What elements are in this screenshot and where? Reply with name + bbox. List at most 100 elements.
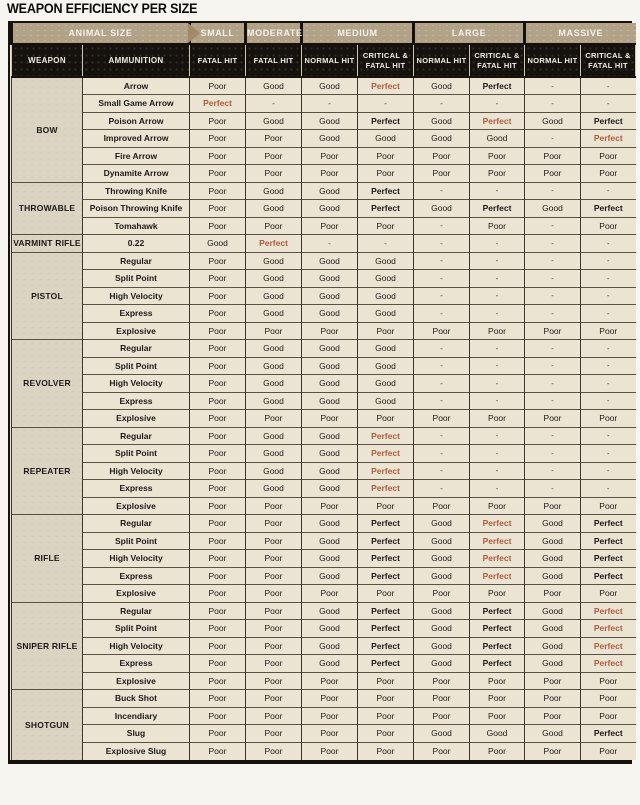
- value-cell: -: [580, 181, 636, 200]
- value-cell: Poor: [413, 321, 470, 340]
- value-cell: Poor: [301, 216, 358, 235]
- value-cell: -: [580, 461, 636, 480]
- value-cell: Poor: [301, 741, 358, 760]
- ammo-cell: Split Point: [82, 269, 190, 287]
- value-cell: Poor: [189, 391, 246, 410]
- value-cell: Good: [524, 111, 581, 130]
- value-cell: -: [469, 251, 525, 270]
- ammo-cell: Express: [82, 566, 190, 585]
- value-cell: Poor: [189, 636, 246, 655]
- value-cell: -: [524, 461, 581, 480]
- hit-type-header: NORMAL HIT: [413, 44, 471, 78]
- value-cell: Poor: [469, 741, 525, 760]
- table-row: Explosive Poor Poor Poor Poor Poor Poor Poor Poo…: [12, 321, 636, 340]
- value-cell: -: [524, 251, 581, 270]
- value-cell: Good: [469, 129, 525, 147]
- value-cell: Perfect: [356, 479, 414, 497]
- value-cell: Good: [301, 286, 358, 305]
- value-cell: Good: [245, 374, 302, 392]
- value-cell: Perfect: [356, 619, 414, 637]
- value-cell: Perfect: [469, 601, 525, 620]
- value-cell: Good: [301, 461, 358, 480]
- value-cell: Perfect: [469, 531, 525, 550]
- value-cell: Perfect: [356, 636, 414, 655]
- value-cell: Good: [301, 181, 358, 200]
- value-cell: Perfect: [356, 199, 414, 217]
- value-cell: -: [356, 234, 414, 252]
- value-cell: Good: [301, 391, 358, 410]
- value-cell: Perfect: [580, 601, 636, 620]
- corner-header-ammunition: AMMUNITION: [82, 44, 190, 78]
- value-cell: Poor: [189, 584, 246, 602]
- value-cell: Poor: [245, 689, 302, 707]
- value-cell: Good: [524, 654, 581, 672]
- value-cell: Good: [245, 269, 302, 287]
- value-cell: Good: [356, 374, 414, 392]
- value-cell: Poor: [189, 671, 246, 690]
- value-cell: Poor: [580, 146, 636, 165]
- value-cell: -: [413, 479, 470, 497]
- ammo-cell: Explosive Slug: [82, 741, 190, 760]
- value-cell: Poor: [413, 671, 470, 690]
- value-cell: -: [301, 234, 358, 252]
- value-cell: -: [524, 286, 581, 305]
- value-cell: Poor: [469, 496, 525, 515]
- value-cell: Good: [413, 549, 470, 567]
- value-cell: Poor: [189, 216, 246, 235]
- value-cell: Poor: [245, 514, 302, 532]
- value-cell: Good: [524, 531, 581, 550]
- value-cell: Poor: [189, 566, 246, 585]
- value-cell: Good: [356, 286, 414, 305]
- table-row: Small Game Arrow Perfect - - - - - - -: [12, 94, 636, 112]
- weapon-cell-rifle: RIFLE: [11, 514, 83, 602]
- weapon-cell-shotgun: SHOTGUN: [11, 689, 83, 760]
- value-cell: -: [580, 234, 636, 252]
- value-cell: Good: [245, 111, 302, 130]
- value-cell: Good: [301, 531, 358, 550]
- value-cell: Poor: [413, 164, 470, 182]
- value-cell: Perfect: [469, 654, 525, 672]
- value-cell: Poor: [189, 531, 246, 550]
- weapon-cell-sniper-rifle: SNIPER RIFLE: [11, 601, 83, 690]
- value-cell: Poor: [413, 146, 470, 165]
- ammo-cell: Dynamite Arrow: [82, 164, 190, 182]
- value-cell: Poor: [356, 741, 414, 760]
- value-cell: -: [580, 391, 636, 410]
- value-cell: Poor: [245, 619, 302, 637]
- value-cell: -: [524, 304, 581, 322]
- value-cell: -: [580, 356, 636, 375]
- value-cell: Poor: [189, 444, 246, 462]
- value-cell: Poor: [356, 146, 414, 165]
- value-cell: Poor: [245, 496, 302, 515]
- table-row: RIFLE Regular Poor Poor Good Perfect Good Perfe…: [11, 514, 636, 602]
- value-cell: Poor: [356, 321, 414, 340]
- table-row: Explosive Poor Poor Poor Poor Poor Poor Poor Poo…: [12, 496, 636, 515]
- value-cell: Perfect: [580, 514, 636, 532]
- value-cell: -: [580, 374, 636, 392]
- table-row: Dynamite Arrow Poor Poor Poor Poor Poor Poor Po…: [12, 164, 636, 182]
- value-cell: -: [469, 94, 525, 112]
- value-cell: Poor: [301, 671, 358, 690]
- value-cell: Poor: [301, 409, 358, 427]
- value-cell: Poor: [189, 286, 246, 305]
- value-cell: Poor: [189, 269, 246, 287]
- value-cell: Good: [301, 619, 358, 637]
- value-cell: Poor: [524, 164, 581, 182]
- value-cell: -: [469, 269, 525, 287]
- value-cell: Poor: [580, 164, 636, 182]
- value-cell: Poor: [245, 654, 302, 672]
- value-cell: Perfect: [356, 531, 414, 550]
- value-cell: Good: [413, 531, 470, 550]
- value-cell: -: [245, 94, 302, 112]
- table-row: Poison Arrow Poor Good Good Perfect Good Perfe…: [12, 111, 636, 130]
- value-cell: Poor: [189, 199, 246, 217]
- value-cell: -: [469, 461, 525, 480]
- value-cell: Poor: [189, 356, 246, 375]
- table-row: Split Point Poor Good Good Good - - - -: [12, 269, 636, 287]
- value-cell: Poor: [301, 706, 358, 725]
- value-cell: Poor: [189, 689, 246, 707]
- value-cell: Poor: [580, 321, 636, 340]
- value-cell: Good: [524, 636, 581, 655]
- table-row: High Velocity Poor Poor Good Perfect Good Perf…: [12, 549, 636, 567]
- value-cell: -: [580, 304, 636, 322]
